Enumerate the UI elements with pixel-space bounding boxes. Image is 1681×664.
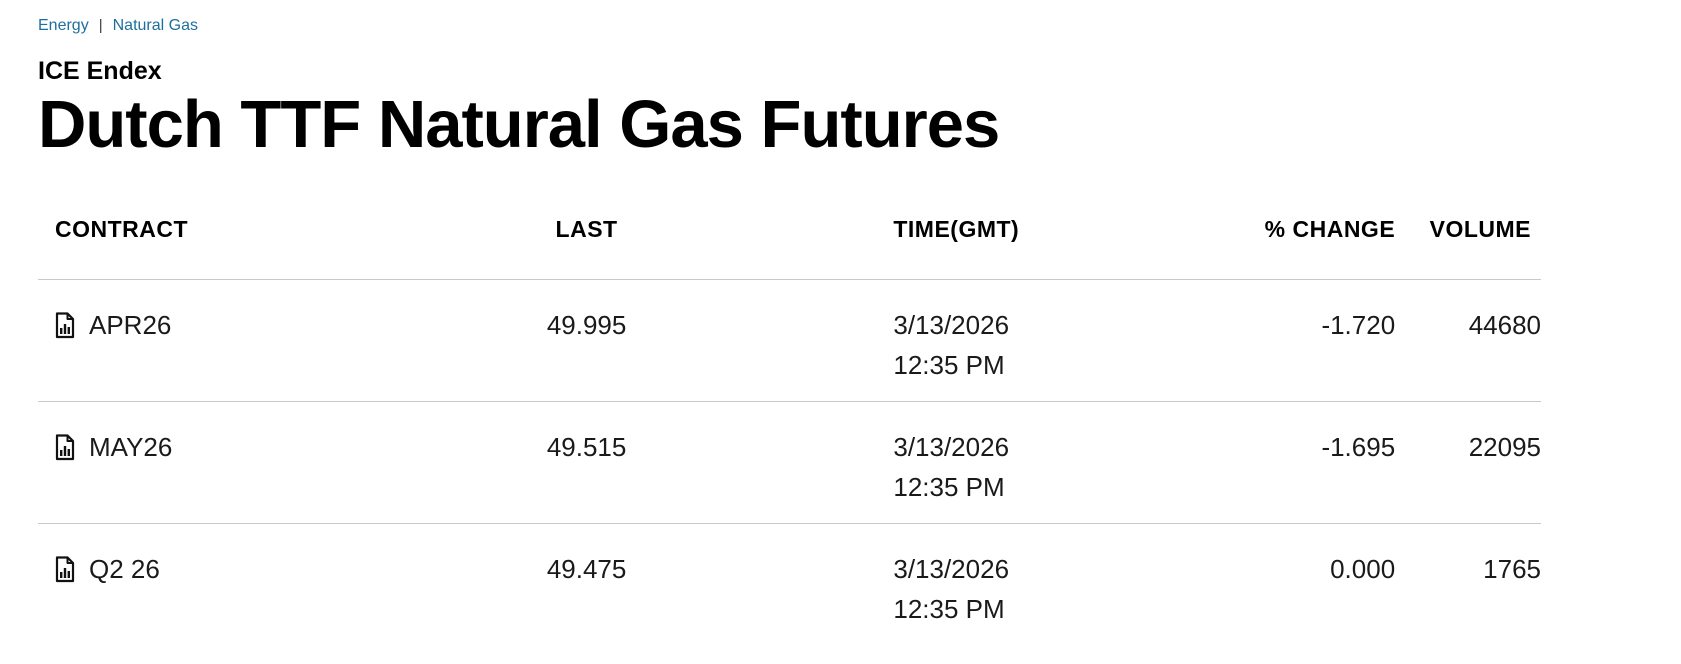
time-value: 12:35 PM — [893, 472, 1005, 502]
time-value: 12:35 PM — [893, 594, 1005, 624]
column-header-percent-change: % CHANGE — [1150, 190, 1396, 280]
last-value: 49.475 — [443, 523, 730, 645]
percent-change-value: -1.720 — [1321, 310, 1396, 340]
exchange-name: ICE Endex — [38, 57, 162, 85]
contract-label[interactable]: APR26 — [89, 310, 172, 340]
volume-value: 44680 — [1468, 310, 1541, 340]
date-value: 3/13/2026 — [893, 310, 1010, 340]
chart-file-icon[interactable] — [55, 433, 75, 461]
last-value: 49.515 — [443, 401, 730, 524]
page-title: Dutch TTF Natural Gas Futures — [38, 87, 1000, 162]
time-value: 12:35 PM — [893, 350, 1005, 380]
last-value: 49.995 — [546, 310, 627, 340]
table-row: Q2 26 49.475 3/13/2026 12:35 PM 0.000 17… — [38, 523, 1541, 645]
date-value: 3/13/2026 — [893, 554, 1010, 584]
time-cell: 3/13/2026 12:35 PM — [729, 280, 1150, 402]
contract-label[interactable]: MAY26 — [89, 432, 173, 462]
chart-file-icon[interactable] — [55, 311, 75, 339]
contract-label[interactable]: Q2 26 — [89, 554, 160, 584]
table-row: MAY26 49.515 3/13/2026 12:35 PM -1.695 2… — [38, 401, 1541, 524]
column-header-last: LAST — [443, 190, 730, 280]
percent-change-value: 0.000 — [1150, 523, 1396, 645]
table-row: APR26 49.995 3/13/2026 12:35 PM -1.720 4… — [38, 280, 1541, 402]
contract-cell: MAY26 — [38, 401, 444, 524]
breadcrumb: Energy | Natural Gas — [38, 16, 1541, 36]
percent-change-value: -1.695 — [1150, 401, 1396, 524]
volume-value: 1765 — [1395, 523, 1541, 645]
page: Energy | Natural Gas ICE Endex Dutch TTF N… — [38, 16, 1541, 645]
breadcrumb-separator: | — [98, 17, 103, 34]
time-cell: 3/13/2026 12:35 PM — [729, 401, 1151, 524]
chart-file-icon[interactable] — [55, 555, 75, 583]
date-value: 3/13/2026 — [893, 432, 1010, 462]
contract-cell: Q2 26 — [38, 523, 444, 645]
column-header-contract: CONTRACT — [38, 190, 444, 280]
column-header-time-gmt: TIME(GMT) — [729, 190, 1151, 280]
column-header-volume: VOLUME — [1395, 190, 1541, 280]
breadcrumb-link-energy[interactable]: Energy — [38, 17, 89, 34]
table-header: CONTRACT LAST TIME(GMT) % CHANGE VOLUME — [38, 190, 1541, 280]
breadcrumb-link-natural-gas[interactable]: Natural Gas — [112, 17, 198, 34]
contract-cell: APR26 — [38, 280, 444, 402]
volume-value: 22095 — [1395, 401, 1541, 524]
futures-table: CONTRACT LAST TIME(GMT) % CHANGE VOLUME — [38, 190, 1541, 645]
time-cell: 3/13/2026 12:35 PM — [729, 523, 1151, 645]
